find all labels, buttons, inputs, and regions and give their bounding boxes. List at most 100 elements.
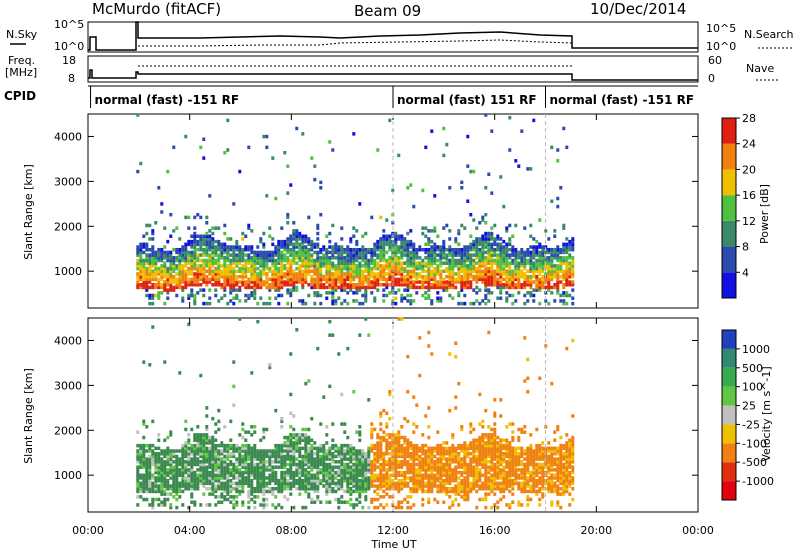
echo-cell — [220, 486, 224, 491]
echo-cell — [514, 269, 518, 274]
echo-cell — [157, 486, 161, 491]
echo-cell — [208, 272, 212, 276]
echo-cell — [493, 272, 497, 276]
echo-cell — [421, 269, 425, 274]
echo-cell — [232, 468, 236, 472]
echo-cell — [466, 454, 470, 459]
echo-cell — [277, 484, 281, 488]
echo-cell — [262, 473, 266, 478]
echo-cell — [406, 451, 410, 456]
echo-cell — [304, 489, 308, 494]
echo-cell — [463, 489, 467, 494]
echo-cell — [223, 264, 227, 268]
echo-cell — [328, 256, 332, 260]
echo-cell — [139, 460, 143, 464]
echo-cell — [448, 408, 452, 413]
echo-cell — [307, 462, 311, 467]
echo-cell — [532, 118, 536, 123]
echo-cell — [217, 443, 221, 448]
echo-cell — [484, 435, 488, 440]
echo-cell — [145, 269, 149, 274]
echo-cell — [349, 457, 353, 461]
echo-cell — [313, 462, 317, 467]
echo-cell — [280, 245, 284, 249]
echo-cell — [310, 280, 314, 284]
echo-cell — [370, 247, 374, 252]
echo-cell — [229, 470, 233, 475]
echo-cell — [313, 293, 317, 298]
echo-cell — [430, 446, 434, 451]
echo-cell — [325, 274, 329, 279]
echo-cell — [436, 245, 440, 249]
echo-cell — [214, 226, 218, 230]
echo-cell — [148, 468, 152, 472]
echo-cell — [460, 457, 464, 461]
echo-cell — [379, 250, 383, 255]
echo-cell — [382, 269, 386, 274]
echo-cell — [364, 495, 368, 499]
echo-cell — [490, 478, 494, 483]
echo-cell — [163, 451, 167, 456]
echo-cell — [562, 282, 566, 287]
echo-cell — [310, 449, 314, 453]
echo-cell — [214, 258, 218, 263]
echo-cell — [424, 250, 428, 255]
echo-cell — [226, 473, 230, 478]
echo-cell — [259, 478, 263, 483]
echo-cell — [565, 277, 569, 282]
echo-cell — [295, 231, 299, 236]
echo-cell — [253, 264, 257, 268]
echo-cell — [319, 250, 323, 255]
echo-cell — [334, 247, 338, 252]
echo-cell — [181, 253, 185, 257]
echo-cell — [382, 457, 386, 461]
echo-cell — [496, 441, 500, 445]
echo-cell — [400, 277, 404, 282]
echo-cell — [505, 296, 509, 300]
echo-cell — [175, 282, 179, 287]
echo-cell — [181, 280, 185, 284]
echo-cell — [277, 457, 281, 461]
echo-cell — [325, 234, 329, 238]
echo-cell — [472, 465, 476, 469]
echo-cell — [403, 253, 407, 257]
echo-cell — [463, 497, 467, 502]
echo-cell — [496, 258, 500, 263]
echo-cell — [472, 266, 476, 271]
echo-cell — [529, 245, 533, 249]
echo-cell — [247, 247, 251, 252]
echo-cell — [187, 481, 191, 486]
echo-cell — [274, 451, 278, 456]
echo-cell — [448, 462, 452, 467]
echo-cell — [562, 285, 566, 290]
echo-cell — [484, 277, 488, 282]
echo-cell — [298, 449, 302, 453]
echo-cell — [373, 473, 377, 478]
echo-cell — [289, 277, 293, 282]
echo-cell — [154, 253, 158, 257]
echo-cell — [565, 256, 569, 260]
echo-cell — [463, 293, 467, 298]
echo-cell — [199, 454, 203, 459]
echo-cell — [460, 443, 464, 448]
echo-cell — [364, 296, 368, 300]
echo-cell — [226, 476, 230, 480]
echo-cell — [502, 282, 506, 287]
echo-cell — [445, 253, 449, 257]
echo-cell — [556, 148, 560, 152]
echo-cell — [427, 272, 431, 276]
echo-cell — [442, 451, 446, 456]
echo-cell — [472, 441, 476, 445]
echo-cell — [436, 264, 440, 268]
colorbar-tick-label: 24 — [742, 138, 756, 151]
echo-cell — [490, 435, 494, 440]
echo-cell — [244, 253, 248, 257]
echo-cell — [397, 261, 401, 265]
echo-cell — [340, 253, 344, 257]
echo-cell — [340, 495, 344, 499]
echo-cell — [241, 247, 245, 252]
echo-cell — [157, 489, 161, 494]
echo-cell — [316, 446, 320, 451]
echo-cell — [154, 256, 158, 260]
echo-cell — [400, 454, 404, 459]
